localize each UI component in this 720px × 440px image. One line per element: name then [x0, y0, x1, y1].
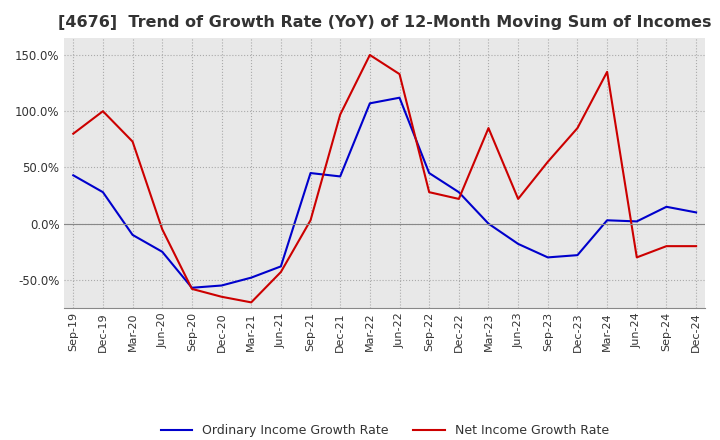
Ordinary Income Growth Rate: [217, 283, 226, 288]
Net Income Growth Rate: [454, 196, 463, 202]
Net Income Growth Rate: [306, 218, 315, 223]
Net Income Growth Rate: [99, 109, 107, 114]
Net Income Growth Rate: [247, 300, 256, 305]
Net Income Growth Rate: [484, 125, 492, 131]
Ordinary Income Growth Rate: [188, 285, 197, 290]
Ordinary Income Growth Rate: [662, 204, 671, 209]
Ordinary Income Growth Rate: [544, 255, 552, 260]
Ordinary Income Growth Rate: [69, 172, 78, 178]
Ordinary Income Growth Rate: [514, 241, 523, 246]
Ordinary Income Growth Rate: [366, 101, 374, 106]
Line: Net Income Growth Rate: Net Income Growth Rate: [73, 55, 696, 302]
Net Income Growth Rate: [425, 190, 433, 195]
Net Income Growth Rate: [692, 243, 701, 249]
Title: [4676]  Trend of Growth Rate (YoY) of 12-Month Moving Sum of Incomes: [4676] Trend of Growth Rate (YoY) of 12-…: [58, 15, 711, 30]
Legend: Ordinary Income Growth Rate, Net Income Growth Rate: Ordinary Income Growth Rate, Net Income …: [156, 419, 613, 440]
Net Income Growth Rate: [128, 139, 137, 144]
Ordinary Income Growth Rate: [573, 253, 582, 258]
Ordinary Income Growth Rate: [336, 174, 344, 179]
Net Income Growth Rate: [514, 196, 523, 202]
Net Income Growth Rate: [217, 294, 226, 299]
Ordinary Income Growth Rate: [484, 221, 492, 226]
Ordinary Income Growth Rate: [603, 218, 611, 223]
Ordinary Income Growth Rate: [395, 95, 404, 100]
Ordinary Income Growth Rate: [454, 190, 463, 195]
Ordinary Income Growth Rate: [632, 219, 641, 224]
Net Income Growth Rate: [632, 255, 641, 260]
Ordinary Income Growth Rate: [692, 210, 701, 215]
Net Income Growth Rate: [395, 71, 404, 77]
Ordinary Income Growth Rate: [306, 170, 315, 176]
Ordinary Income Growth Rate: [425, 170, 433, 176]
Net Income Growth Rate: [573, 125, 582, 131]
Net Income Growth Rate: [336, 112, 344, 117]
Net Income Growth Rate: [603, 69, 611, 74]
Ordinary Income Growth Rate: [276, 264, 285, 269]
Ordinary Income Growth Rate: [158, 249, 166, 254]
Ordinary Income Growth Rate: [128, 232, 137, 238]
Net Income Growth Rate: [544, 159, 552, 165]
Ordinary Income Growth Rate: [247, 275, 256, 280]
Net Income Growth Rate: [276, 269, 285, 275]
Net Income Growth Rate: [158, 227, 166, 232]
Net Income Growth Rate: [366, 52, 374, 58]
Ordinary Income Growth Rate: [99, 190, 107, 195]
Line: Ordinary Income Growth Rate: Ordinary Income Growth Rate: [73, 98, 696, 288]
Net Income Growth Rate: [662, 243, 671, 249]
Net Income Growth Rate: [188, 286, 197, 292]
Net Income Growth Rate: [69, 131, 78, 136]
